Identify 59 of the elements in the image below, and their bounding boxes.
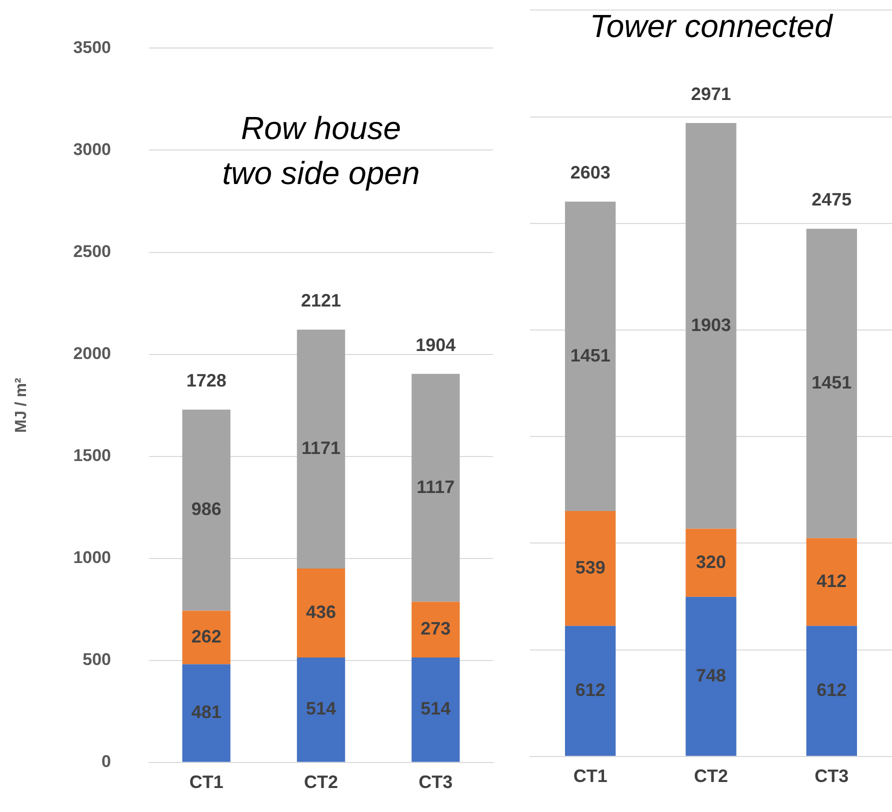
x-tick-label: CT1 [573,766,608,786]
x-tick-label: CT3 [418,772,453,792]
y-tick-label: 3000 [73,140,112,159]
bar [412,374,460,602]
data-label: 320 [696,552,726,572]
bar [564,626,616,756]
bar [296,568,346,658]
data-label: 514 [420,698,451,719]
y-tick-label: 500 [82,650,112,670]
data-label: 273 [420,618,451,639]
y-tick-label: 0 [102,752,112,772]
data-label: 612 [816,680,847,700]
x-tick-label: CT2 [304,772,338,792]
data-label: 412 [816,570,847,591]
total-label: 1728 [186,370,226,391]
y-tick-label: 3500 [73,38,112,57]
total-label: 2475 [812,190,852,210]
y-tick-label: 1500 [73,446,112,465]
bar [182,664,230,762]
data-label: 1903 [690,314,732,335]
bar [686,528,736,597]
bar [182,410,230,611]
bar [564,202,616,512]
total-label: 2603 [570,162,610,183]
data-label: 514 [306,698,336,719]
y-tick-label: 1000 [73,548,112,568]
total-label: 2971 [690,84,732,104]
x-tick-label: CT2 [694,766,728,786]
data-label: 262 [191,626,222,646]
bar [182,610,230,664]
data-label: 1117 [416,476,455,497]
x-tick-label: CT1 [189,772,224,792]
bar [806,626,858,756]
data-label: 1451 [812,372,852,392]
data-label: 436 [306,602,336,622]
chart-title: Tower connected [590,8,834,44]
data-label: 612 [575,680,606,700]
data-label: 481 [191,702,222,722]
bar [412,602,460,658]
y-tick-label: 2500 [73,242,112,261]
text: Row house two side open [222,110,420,192]
y-axis-title: MJ / m² [13,378,30,433]
bar [564,511,616,626]
data-label: 986 [191,499,222,520]
data-label: 539 [575,557,606,578]
bar [296,658,346,762]
bar [806,228,858,538]
bar [686,122,736,529]
data-label: 748 [696,665,726,686]
bar [806,538,858,626]
bar [412,658,460,762]
y-tick-label: 2000 [73,344,112,363]
bar [296,330,346,569]
bar [686,596,736,756]
x-tick-label: CT3 [814,766,849,786]
total-label: 1904 [416,334,456,355]
data-label: 1451 [570,345,610,366]
total-label: 2121 [300,290,342,311]
data-label: 1171 [301,438,341,458]
